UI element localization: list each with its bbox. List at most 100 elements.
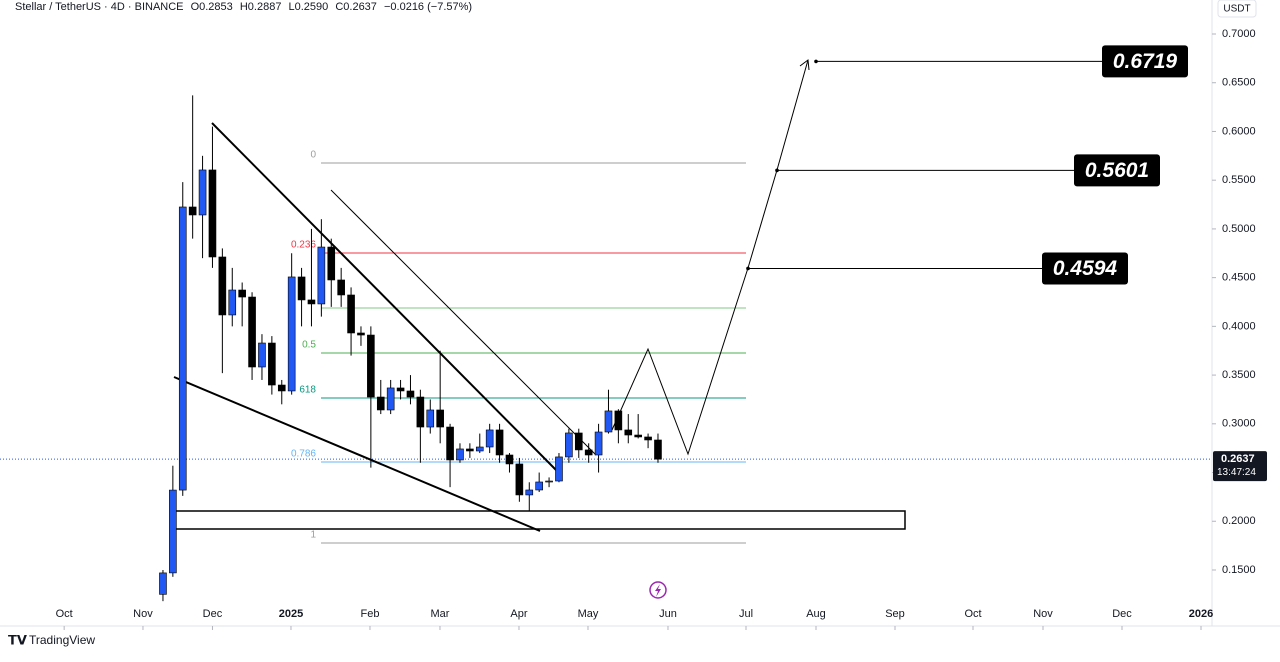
brand: 𝗧𝗩 TradingView (8, 632, 95, 647)
y-tick-label: 0.5000 (1222, 223, 1256, 235)
ohlc-change: −0.0216 (−7.57%) (384, 1, 472, 13)
candle-body (218, 256, 227, 316)
y-tick-label: 0.4500 (1222, 272, 1256, 284)
x-tick-label: Dec (1112, 608, 1132, 620)
candle-body (495, 429, 504, 456)
target-dot (814, 59, 818, 64)
fib-label: 618 (299, 385, 316, 396)
candle-body (584, 449, 593, 456)
target-dot (746, 266, 750, 271)
candle-body (317, 246, 326, 305)
target-dot (775, 168, 779, 173)
candle-body (208, 169, 217, 258)
target-label: 0.5601 (1085, 159, 1149, 182)
candle-body (406, 390, 415, 398)
candle-body (436, 409, 444, 428)
target-label: 0.4594 (1053, 257, 1118, 280)
candle-body (446, 426, 454, 461)
ohlc-low: L0.2590 (289, 1, 329, 13)
candle-body (456, 448, 464, 461)
y-tick-label: 0.5500 (1222, 174, 1256, 186)
x-tick-label: May (578, 608, 599, 620)
x-tick-label: Oct (56, 608, 73, 620)
y-tick-label: 0.3500 (1222, 369, 1256, 381)
target-box (1042, 252, 1128, 285)
x-tick-label: 2026 (1189, 608, 1213, 620)
candle-body (347, 294, 355, 334)
candle-body (188, 206, 197, 216)
event-icon (649, 581, 667, 599)
candle-body (515, 463, 524, 496)
wedge-lower-line (173, 376, 541, 532)
countdown: 13:47:24 (1217, 467, 1256, 478)
candle-body (228, 289, 237, 316)
y-tick-label: 0.2000 (1222, 515, 1256, 527)
target-box (1074, 154, 1160, 187)
candle-body (466, 448, 474, 452)
candle-body (367, 334, 375, 398)
candle-body (634, 434, 642, 438)
x-tick-label: Nov (133, 608, 153, 620)
parallel-line (330, 189, 597, 456)
candle-body (297, 276, 306, 301)
candle-body (654, 439, 662, 460)
candle-body (258, 342, 266, 368)
candle-body (594, 431, 603, 456)
y-tick-label: 0.1500 (1222, 564, 1256, 576)
x-tick-label: Aug (806, 608, 826, 620)
x-tick-label: Jun (659, 608, 677, 620)
candle-body (535, 481, 543, 491)
candle-body (505, 454, 514, 465)
x-tick-label: Dec (203, 608, 223, 620)
fib-label: 1 (310, 530, 316, 541)
brand-name: TradingView (29, 633, 95, 647)
header: Stellar / TetherUS · 4D · BINANCE O0.285… (15, 1, 472, 13)
candle-body (198, 169, 207, 216)
symbol: Stellar / TetherUS · 4D · BINANCE (15, 1, 184, 13)
y-tick-label: 0.7000 (1222, 28, 1256, 40)
y-tick-label: 0.3000 (1222, 418, 1256, 430)
candle-body (396, 387, 405, 392)
candle-body (485, 429, 494, 448)
candle-body (644, 436, 652, 441)
fib-label: 0.786 (291, 449, 316, 460)
fib-label: 0.236 (291, 240, 316, 251)
currency-box[interactable] (1217, 0, 1257, 18)
y-tick-label: 0.6000 (1222, 125, 1256, 137)
fib-label: 0.5 (302, 340, 316, 351)
y-tick-label: 0.6500 (1222, 77, 1256, 89)
targets-layer: 0.6719 0.5601 0.4594 (746, 45, 1188, 285)
candle-body (386, 387, 395, 411)
wedge-upper-line (211, 122, 559, 473)
ohlc-close: C0.2637 (335, 1, 377, 13)
brand-logo: 𝗧𝗩 (8, 632, 27, 647)
candle-body (565, 432, 573, 458)
ohlc-open: O0.2853 (191, 1, 233, 13)
x-tick-label: Sep (885, 608, 905, 620)
candle-body (604, 410, 613, 433)
candle-body (268, 342, 276, 386)
x-tick-label: Feb (360, 608, 379, 620)
candle-body (307, 299, 316, 305)
candle-body (159, 572, 167, 595)
grid-layer (0, 33, 1216, 630)
ohlc-high: H0.2887 (240, 1, 282, 13)
currency[interactable]: USDT (1223, 4, 1250, 15)
candle-body (525, 489, 534, 496)
projection-arrow (799, 59, 810, 71)
candle-body (277, 384, 286, 392)
candle-body (624, 429, 633, 436)
fib-layer: 0 0.236 0.5 618 0.786 1 (291, 150, 746, 544)
target-label: 0.6719 (1113, 50, 1178, 73)
candle-body (357, 332, 365, 336)
x-tick-label: Oct (964, 608, 981, 620)
candle-body (178, 206, 187, 491)
x-tick-label: Mar (430, 608, 449, 620)
projection-path (611, 59, 809, 456)
candle-body (545, 480, 553, 483)
candle-body (426, 409, 435, 428)
candles-layer (159, 95, 662, 602)
candle-body (327, 246, 336, 281)
